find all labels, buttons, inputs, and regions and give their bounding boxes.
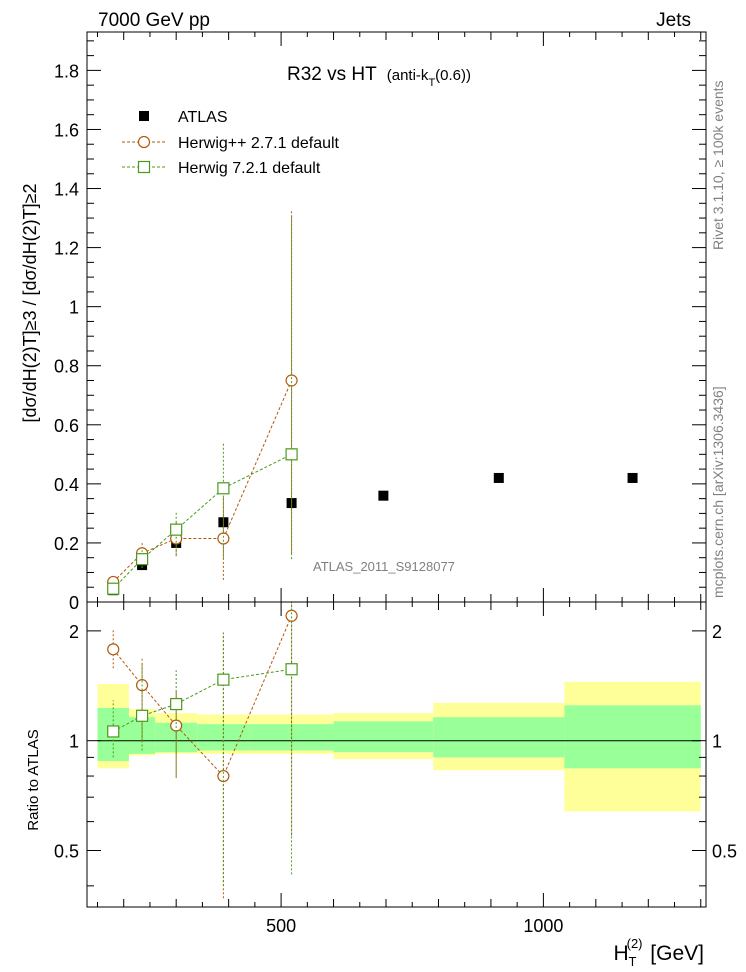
main-y-tick-label-0: 0 — [69, 593, 79, 613]
main-y-tick-label-4: 0.8 — [54, 357, 79, 377]
main-y-tick-label-2: 0.4 — [54, 475, 79, 495]
ratio-y-tick-label-left-0: 0.5 — [54, 841, 79, 861]
ratio-series-2-point-4 — [285, 663, 298, 676]
main-series-0-point-5 — [378, 490, 389, 501]
ratio-y-tick-label-left-2: 2 — [69, 622, 79, 642]
ratio-series-2-point-3 — [217, 673, 230, 686]
ratio-y-tick-label-left-1: 1 — [69, 732, 79, 752]
x-axis-label-unit: [GeV] — [644, 942, 704, 965]
main-series-2-point-4 — [285, 448, 298, 461]
ratio-uncertainty-bands — [97, 681, 701, 812]
x-tick-label-0: 500 — [266, 916, 296, 936]
header-right: Jets — [656, 10, 691, 31]
legend-label-atlas: ATLAS — [178, 109, 228, 126]
main-y-tick-label-6: 1.2 — [54, 239, 79, 259]
main-series-1-point-3 — [217, 532, 230, 545]
legend-marker-atlas — [139, 111, 149, 121]
main-y-tick-label-8: 1.6 — [54, 120, 79, 140]
main-series-0-point-6 — [493, 472, 504, 483]
ratio-y-axis-label: Ratio to ATLAS — [25, 729, 42, 830]
legend-label-herwigpp: Herwig++ 2.7.1 default — [178, 135, 340, 152]
main-y-tick-label-3: 0.6 — [54, 416, 79, 436]
ratio-band-stat-7 — [564, 705, 701, 769]
main-y-axis-label: [dσ/dH(2)T]≥3 / [dσ/dH(2)T]≥2 — [20, 183, 40, 422]
chart-title: R32 vs HT (anti-kT(0.6)) — [287, 64, 471, 89]
x-axis-label: H(2) T [GeV] — [613, 936, 704, 969]
main-y-tick-label-1: 0.2 — [54, 534, 79, 554]
main-series-2-point-2 — [170, 523, 183, 536]
main-series-layer — [107, 210, 638, 596]
x-tick-label-1: 1000 — [523, 916, 563, 936]
legend-marker-herwigpp — [137, 135, 151, 149]
ratio-y-tick-label-right-0: 0.5 — [712, 841, 737, 861]
ratio-series-2-point-0 — [107, 725, 120, 738]
main-y-tick-label-5: 1 — [69, 298, 79, 318]
chart-title-main: R32 vs HT — [287, 64, 377, 85]
axes-ticks: 500 1000 0 0.2 0.4 0.6 0.8 1 1.2 1.4 1.6 1.8 0.5 0.5 1… — [54, 32, 737, 936]
ratio-series-layer — [107, 602, 298, 899]
main-series-2-point-0 — [107, 582, 120, 595]
legend-label-herwig7: Herwig 7.2.1 default — [178, 160, 321, 177]
ratio-y-tick-label-right-1: 1 — [712, 732, 722, 752]
x-axis-label-main: H — [613, 942, 628, 965]
main-series-1-point-4 — [285, 374, 298, 387]
legend-marker-herwig7 — [137, 160, 151, 174]
main-series-2-point-3 — [217, 482, 230, 495]
ratio-y-tick-label-right-2: 2 — [712, 622, 722, 642]
x-axis-label-sup: (2) — [627, 936, 643, 951]
ratio-series-1-point-4 — [285, 609, 298, 622]
chart-title-suffix: (anti-k — [387, 67, 429, 84]
ratio-band-stat-6 — [433, 717, 565, 758]
ratio-series-1-point-0 — [107, 643, 120, 656]
mcplots-label: mcplots.cern.ch [arXiv:1306.3436] — [710, 386, 726, 598]
rivet-label: Rivet 3.1.10, ≥ 100k events — [710, 80, 726, 250]
ratio-plot-frame — [86, 601, 707, 908]
ratio-series-1-point-2 — [170, 719, 183, 732]
ratio-series-2-point-1 — [135, 709, 149, 722]
legend: ATLAS Herwig++ 2.7.1 default Herwig 7.2.… — [122, 109, 340, 177]
main-series-0-point-7 — [627, 472, 638, 483]
chart-title-sub: T — [428, 77, 435, 89]
analysis-label: ATLAS_2011_S9128077 — [313, 559, 455, 574]
ratio-series-2-line — [112, 668, 292, 732]
x-axis-label-sub: T — [629, 954, 637, 969]
main-series-2-point-1 — [135, 553, 149, 566]
main-y-tick-label-7: 1.4 — [54, 180, 79, 200]
ratio-series-2-point-2 — [170, 697, 183, 711]
header-left: 7000 GeV pp — [98, 10, 210, 31]
ratio-band-stat-5 — [333, 721, 434, 753]
chart-title-end: (0.6)) — [435, 67, 471, 84]
main-y-tick-label-9: 1.8 — [54, 61, 79, 81]
ratio-series-1-line — [112, 615, 293, 777]
